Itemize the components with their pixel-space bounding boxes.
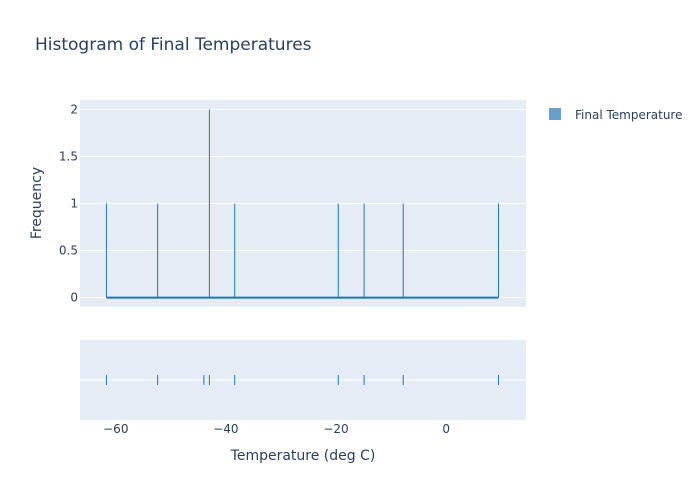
x-tick-label: −20 [323,422,348,436]
rug-marks [105,375,499,385]
legend-swatch-final-temperature [549,108,561,120]
legend-label-final-temperature: Final Temperature [575,108,682,122]
x-tick-labels: −60 −40 −20 0 [103,422,450,436]
x-tick-label: −40 [213,422,238,436]
y-tick-label: 0 [70,291,78,305]
y-tick-label: 1 [70,197,78,211]
histogram-bars [105,109,499,298]
y-tick-labels: 0 0.5 1 1.5 2 [59,102,78,304]
y-tick-label: 0.5 [59,244,78,258]
legend[interactable]: Final Temperature [549,108,682,122]
chart-title: Histogram of Final Temperatures [35,35,312,55]
x-axis-title: Temperature (deg C) [230,448,376,464]
x-tick-label: −60 [103,422,128,436]
y-tick-label: 2 [70,102,78,116]
y-tick-label: 1.5 [59,149,78,163]
x-tick-label: 0 [442,422,450,436]
y-axis-title: Frequency [29,167,45,239]
